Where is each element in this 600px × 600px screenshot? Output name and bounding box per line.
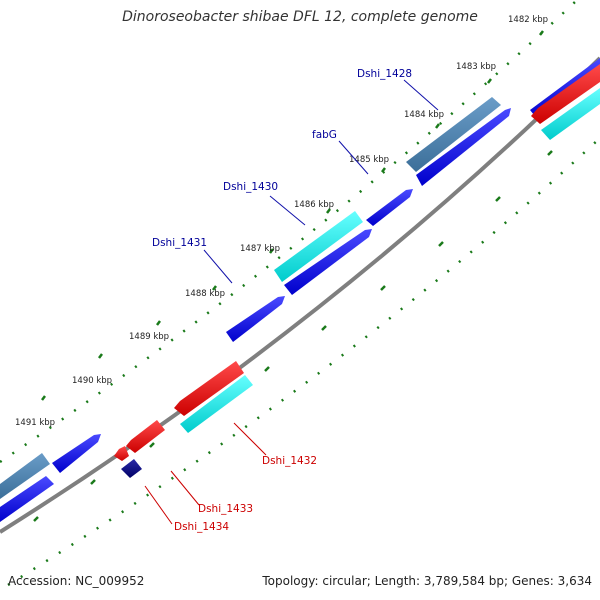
leader-line <box>269 195 306 226</box>
accession-label: Accession: NC_009952 <box>8 574 145 588</box>
leader-line <box>170 470 200 506</box>
gene-labels: Dshi_1428 fabG Dshi_1430 Dshi_1431 Dshi_… <box>152 68 412 533</box>
ruler-tick <box>41 395 46 401</box>
cds-feature[interactable] <box>52 434 101 473</box>
ruler-tick <box>539 30 544 36</box>
ruler-label: 1489 kbp <box>129 332 169 342</box>
inner-tick <box>264 366 270 372</box>
cds-feature[interactable] <box>531 64 600 124</box>
ruler-tick <box>212 285 217 291</box>
ruler-labels: 1482 kbp 1483 kbp 1484 kbp 1485 kbp 1486… <box>15 15 548 428</box>
reverse-cds-track <box>114 64 600 461</box>
label-leaders <box>144 79 439 525</box>
ruler-label: 1486 kbp <box>294 200 334 210</box>
leader-line <box>403 79 439 111</box>
inner-tick <box>33 516 39 522</box>
ruler-label: 1488 kbp <box>185 289 225 299</box>
feature-cyan[interactable] <box>274 211 363 282</box>
gene-label[interactable]: Dshi_1433 <box>198 503 253 515</box>
feature-steelblue[interactable] <box>0 453 50 499</box>
gene-label[interactable]: Dshi_1434 <box>174 521 229 533</box>
cds-feature[interactable] <box>284 229 372 295</box>
map-title: Dinoroseobacter shibae DFL 12, complete … <box>122 9 478 25</box>
leader-line <box>203 249 233 284</box>
genome-backbone <box>0 56 600 534</box>
gene-label[interactable]: Dshi_1428 <box>357 68 412 80</box>
cds-feature[interactable] <box>126 420 165 453</box>
inner-tick <box>149 442 155 448</box>
forward-feature-track <box>0 97 501 499</box>
feature-navy[interactable] <box>121 459 142 478</box>
inner-tick <box>380 285 386 291</box>
ruler-tick <box>381 167 386 173</box>
ruler-tick <box>269 248 274 254</box>
inner-tick <box>438 241 444 247</box>
feature-cyan[interactable] <box>180 375 253 433</box>
inner-tick <box>547 150 553 156</box>
ruler-label: 1484 kbp <box>404 110 444 120</box>
gene-label[interactable]: Dshi_1432 <box>262 455 317 467</box>
ruler-tick <box>326 208 331 214</box>
cds-feature[interactable] <box>114 446 129 461</box>
reverse-feature-track <box>121 88 600 478</box>
ruler-tick <box>435 123 440 129</box>
ruler-label: 1482 kbp <box>508 15 548 25</box>
ruler-tick <box>98 353 103 359</box>
topology-label: Topology: circular; Length: 3,789,584 bp… <box>262 574 592 588</box>
forward-cds-track <box>0 58 600 522</box>
gene-label[interactable]: fabG <box>312 129 337 141</box>
leader-line <box>144 485 173 525</box>
inner-tick <box>90 479 96 485</box>
cds-feature[interactable] <box>174 361 244 416</box>
ruler-label: 1491 kbp <box>15 418 55 428</box>
ruler-label: 1485 kbp <box>349 155 389 165</box>
cds-feature[interactable] <box>416 108 511 186</box>
ruler-ticks <box>41 30 544 401</box>
cds-feature[interactable] <box>0 476 54 522</box>
gene-label[interactable]: Dshi_1431 <box>152 237 207 249</box>
cds-feature[interactable] <box>226 296 285 342</box>
leader-line <box>233 422 267 456</box>
ruler-tick <box>156 320 161 326</box>
ruler-tick <box>487 78 492 84</box>
inner-tick <box>321 325 327 331</box>
cds-feature[interactable] <box>366 189 413 226</box>
feature-steelblue[interactable] <box>406 97 501 172</box>
ruler-label: 1490 kbp <box>72 376 112 386</box>
feature-cyan[interactable] <box>541 88 600 140</box>
gene-label[interactable]: Dshi_1430 <box>223 181 278 193</box>
ruler-label: 1483 kbp <box>456 62 496 72</box>
ruler-label: 1487 kbp <box>240 244 280 254</box>
inner-tick <box>495 196 501 202</box>
leader-line <box>338 140 369 175</box>
